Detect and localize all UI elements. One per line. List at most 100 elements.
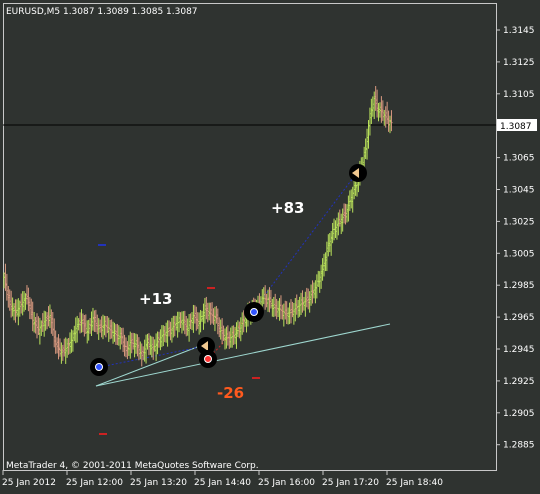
trendline-lower[interactable] <box>95 323 391 387</box>
price-bar <box>93 310 96 332</box>
price-bar <box>173 315 176 337</box>
price-tick-label: 1.3005 <box>503 249 535 259</box>
price-bar <box>99 319 102 333</box>
price-bar <box>371 96 374 117</box>
price-bar <box>117 325 120 346</box>
price-bar <box>97 318 100 340</box>
price-bar <box>7 285 10 308</box>
price-bar <box>124 337 127 358</box>
price-bar <box>152 336 155 360</box>
trade-marker-entry-1[interactable] <box>90 358 108 376</box>
price-bar <box>113 322 116 342</box>
price-bar <box>127 335 130 356</box>
price-bar <box>17 298 20 326</box>
price-bar <box>300 292 303 316</box>
price-bar <box>90 311 93 336</box>
price-bar <box>338 209 341 227</box>
price-bar <box>219 319 222 340</box>
price-bar <box>317 270 320 288</box>
price-bar <box>153 339 156 352</box>
price-bar <box>302 296 305 311</box>
price-bar <box>290 299 292 324</box>
price-bar <box>3 272 5 289</box>
price-bar <box>282 303 285 327</box>
price-bar <box>364 138 367 160</box>
price-bar <box>31 301 34 332</box>
trade-marker-entry-2[interactable] <box>199 350 217 368</box>
profit-label-2: +83 <box>271 199 304 217</box>
price-bar <box>344 203 347 225</box>
price-bar <box>4 263 7 291</box>
price-bar <box>272 296 275 318</box>
price-bar <box>100 316 103 338</box>
price-bar <box>341 208 344 232</box>
price-tick-label: 1.3065 <box>503 154 535 164</box>
price-axis: 1.31451.31251.31051.30851.30651.30451.30… <box>496 26 535 451</box>
price-bar <box>160 325 163 348</box>
time-tick-label: 25 Jan 14:40 <box>194 478 251 488</box>
price-bar <box>331 222 334 244</box>
price-bar <box>278 298 281 321</box>
price-bar <box>106 315 109 334</box>
price-bar <box>24 293 27 310</box>
price-bar <box>318 271 321 293</box>
price-bar <box>205 296 208 320</box>
price-bar <box>320 264 323 289</box>
price-bar <box>264 285 267 310</box>
price-bar <box>122 327 125 353</box>
price-bar <box>218 317 221 338</box>
price-bar <box>234 326 237 345</box>
price-bar <box>112 321 115 344</box>
price-bar <box>103 315 106 336</box>
price-bar <box>367 120 370 149</box>
price-bar <box>13 303 16 321</box>
price-bar <box>308 291 311 313</box>
price-bar <box>48 304 51 329</box>
price-bar <box>211 302 214 324</box>
price-bar <box>350 189 353 209</box>
price-bar <box>14 299 17 323</box>
price-bar <box>374 86 377 111</box>
price-bar <box>262 287 265 305</box>
price-bar <box>8 289 11 311</box>
price-bar <box>188 314 191 342</box>
price-bar <box>238 321 241 339</box>
trade-marker-exit-3[interactable] <box>349 164 367 182</box>
price-bar <box>327 234 330 257</box>
price-bar <box>77 318 80 331</box>
price-bar <box>136 334 139 357</box>
price-bar <box>201 310 204 323</box>
price-bar <box>294 298 297 322</box>
price-bar <box>86 320 89 344</box>
loss-label-1: -26 <box>217 384 244 402</box>
price-bar <box>63 338 66 357</box>
price-tick-label: 1.2965 <box>503 313 535 323</box>
trade-marker-entry-3[interactable] <box>244 302 264 322</box>
price-bar <box>301 290 304 313</box>
price-bar <box>284 300 287 320</box>
price-bar <box>196 312 199 330</box>
price-bar <box>373 91 376 120</box>
price-bar <box>265 293 268 308</box>
price-bar <box>334 220 337 239</box>
price-bar <box>271 298 274 317</box>
price-bar <box>133 333 136 358</box>
price-bar <box>50 309 53 334</box>
price-bar <box>79 312 82 334</box>
price-bar <box>178 311 181 333</box>
price-bar <box>28 297 31 320</box>
price-bar <box>18 300 21 317</box>
price-bar <box>221 318 224 345</box>
price-bar <box>168 320 171 337</box>
price-bar <box>33 312 36 333</box>
price-bar <box>304 291 307 317</box>
price-bar <box>126 341 129 360</box>
price-bar <box>149 335 152 355</box>
price-bar <box>307 288 310 310</box>
price-bar <box>295 294 298 315</box>
trendline-upper[interactable] <box>95 343 206 387</box>
price-bar <box>209 302 212 325</box>
price-bar <box>232 325 235 345</box>
